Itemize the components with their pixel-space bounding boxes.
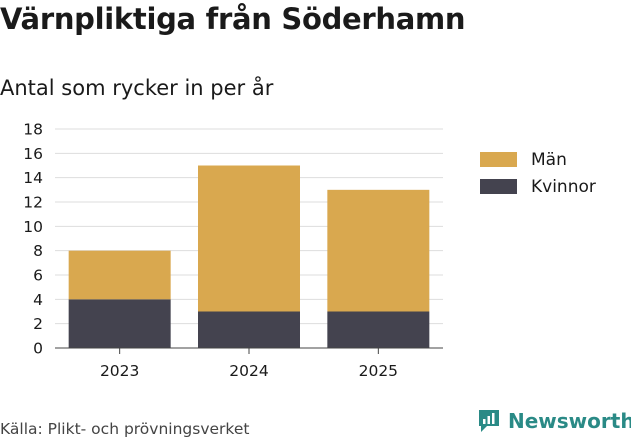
bar-kvinnor-2024[interactable] (198, 311, 300, 349)
source-note: Källa: Plikt- och prövningsverket (0, 420, 250, 438)
brand-name: Newsworthy (508, 409, 631, 433)
y-tick-label: 12 (23, 194, 43, 212)
legend-label-man: Män (531, 149, 567, 170)
y-tick-label: 16 (23, 145, 43, 163)
chart-subtitle: Antal som rycker in per år (0, 76, 274, 100)
legend-label-kvinnor: Kvinnor (531, 176, 596, 197)
chart-title: Värnpliktiga från Söderhamn (0, 2, 466, 36)
y-tick-label: 8 (33, 242, 43, 260)
legend-item-man: Män (480, 146, 596, 173)
legend-swatch-man (480, 152, 517, 167)
y-tick-label: 14 (23, 169, 43, 187)
bar-man-2025[interactable] (327, 189, 430, 312)
bar-kvinnor-2025[interactable] (327, 311, 430, 349)
bar-kvinnor-2023[interactable] (68, 299, 171, 348)
y-tick-label: 0 (33, 340, 43, 358)
y-tick-label: 10 (23, 218, 43, 236)
y-tick-label: 6 (33, 267, 43, 285)
y-tick-label: 18 (23, 121, 43, 139)
legend-item-kvinnor: Kvinnor (480, 173, 596, 200)
legend: Män Kvinnor (480, 146, 596, 200)
x-tick-label: 2024 (229, 362, 268, 380)
newsworthy-icon (479, 410, 499, 432)
y-tick-label: 2 (33, 315, 43, 333)
y-tick-label: 4 (33, 291, 43, 309)
x-tick-label: 2023 (100, 362, 139, 380)
bar-man-2023[interactable] (68, 250, 171, 300)
legend-swatch-kvinnor (480, 179, 517, 194)
x-tick-label: 2025 (359, 362, 398, 380)
brand-logo[interactable]: Newsworthy (476, 408, 631, 434)
bar-man-2024[interactable] (198, 165, 300, 312)
